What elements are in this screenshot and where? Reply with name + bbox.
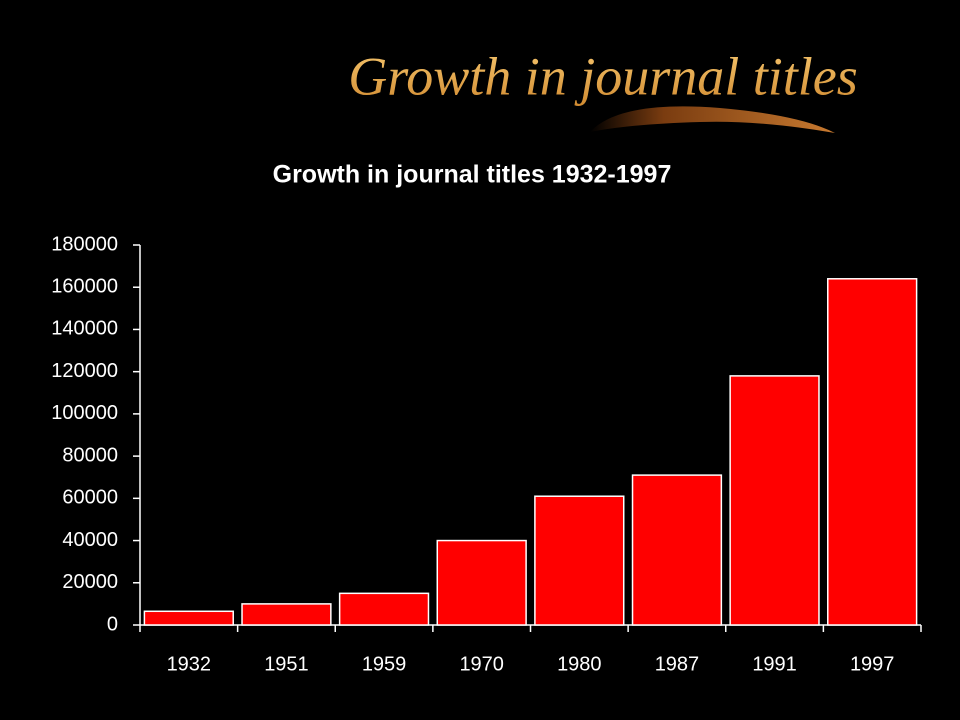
bar xyxy=(729,375,820,626)
x-tick-label: 1951 xyxy=(264,653,309,675)
slide-title: Growth in journal titles xyxy=(348,46,858,106)
y-tick-label: 20000 xyxy=(62,571,118,593)
bar xyxy=(631,474,723,626)
bar xyxy=(534,495,625,626)
x-tick-label: 1991 xyxy=(752,653,797,675)
x-tick-label: 1980 xyxy=(557,653,602,675)
bar xyxy=(241,603,332,626)
y-tick-label: 40000 xyxy=(62,529,118,551)
x-tick-label: 1932 xyxy=(167,653,212,675)
y-tick-label: 0 xyxy=(107,613,118,635)
bar xyxy=(436,539,527,626)
bar xyxy=(827,278,918,626)
y-tick-label: 160000 xyxy=(51,276,118,298)
y-tick-label: 180000 xyxy=(51,233,118,255)
bar xyxy=(143,610,234,626)
x-tick-label: 1970 xyxy=(459,653,504,675)
y-tick-label: 80000 xyxy=(62,444,118,466)
y-tick-label: 140000 xyxy=(51,318,118,340)
y-tick-label: 60000 xyxy=(62,487,118,509)
x-tick-label: 1997 xyxy=(850,653,895,675)
chart-title: Growth in journal titles 1932-1997 xyxy=(273,161,672,189)
title-swoosh xyxy=(590,106,835,133)
y-tick-label: 100000 xyxy=(51,402,118,424)
x-tick-label: 1987 xyxy=(655,653,700,675)
x-tick-label: 1959 xyxy=(362,653,407,675)
bar xyxy=(338,592,430,626)
y-tick-label: 120000 xyxy=(51,360,118,382)
